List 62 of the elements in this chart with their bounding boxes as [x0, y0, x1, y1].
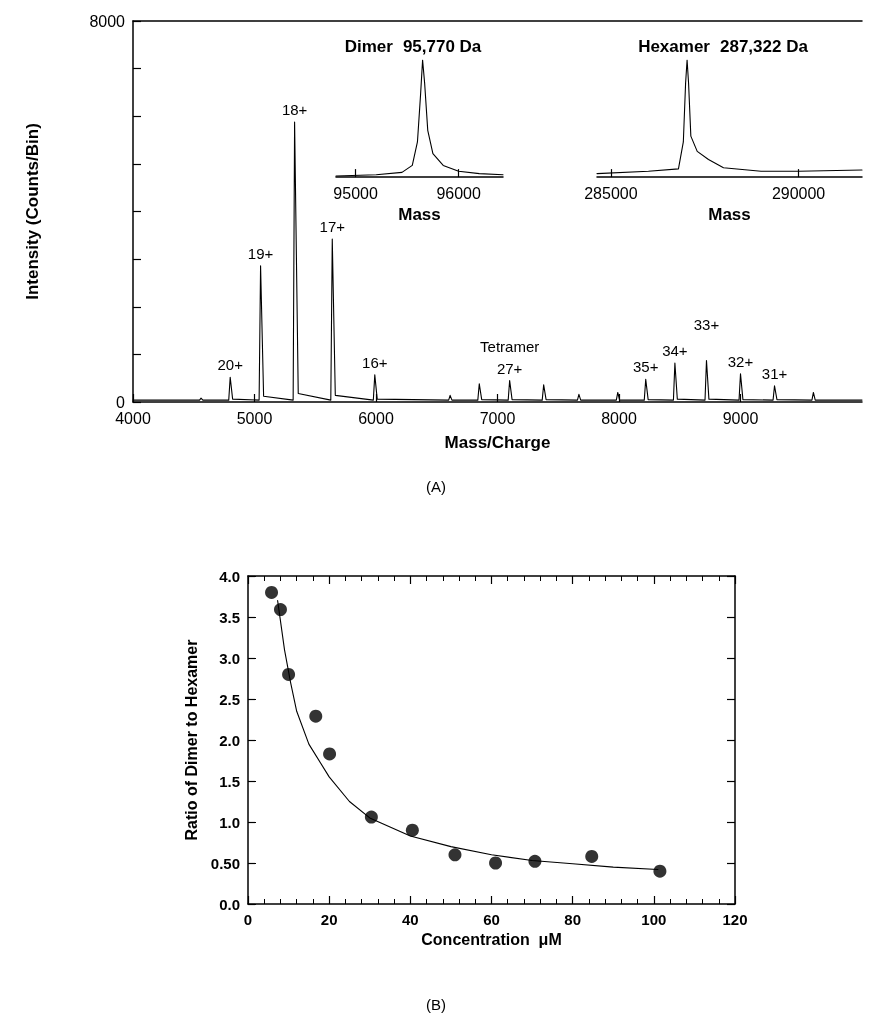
x-tick-label: 0 — [243, 911, 253, 928]
x-tick-label: 40 — [401, 911, 419, 928]
point — [405, 823, 419, 837]
annotation: 18+ — [281, 100, 308, 118]
y-tick-label: 1.0 — [219, 813, 240, 831]
x-axis-title: Mass/Charge — [444, 433, 551, 452]
x-tick-label: 5000 — [236, 409, 273, 427]
x-axis-title: Concentration μM — [421, 931, 562, 949]
y-tick-label: 2.0 — [219, 731, 240, 749]
point — [448, 848, 462, 862]
annotation: 33+ — [693, 315, 720, 333]
x-tick-label: 120 — [722, 911, 748, 928]
point — [653, 864, 667, 878]
x-tick-label: 285000 — [584, 184, 638, 202]
y-tick-label: 0.50 — [210, 854, 240, 872]
y-tick-label: 0.0 — [219, 895, 240, 913]
point — [273, 603, 287, 617]
annotation: 31+ — [761, 364, 788, 382]
y-axis-title: Ratio of Dimer to Hexamer — [183, 639, 201, 841]
x-tick-label: 96000 — [436, 184, 482, 202]
annotation: 17+ — [319, 218, 346, 236]
annotation: 34+ — [662, 341, 688, 359]
x-tick-label: 95000 — [333, 184, 378, 202]
chart-subtitle: 95,770 Da — [402, 36, 482, 56]
x-axis-title: Mass — [398, 205, 441, 224]
point — [528, 854, 542, 868]
y-tick-label: 3.0 — [219, 649, 240, 667]
point — [282, 667, 296, 681]
text: (A) — [426, 478, 446, 495]
x-tick-label: 60 — [483, 911, 500, 928]
x-axis-title: Mass — [708, 205, 751, 224]
point — [309, 709, 323, 723]
point — [585, 849, 599, 863]
annotation: 35+ — [633, 358, 659, 376]
x-tick-label: 20 — [320, 911, 338, 928]
annotation: 19+ — [247, 244, 274, 262]
x-tick-label: 4000 — [115, 409, 151, 427]
annotation: 16+ — [362, 353, 388, 371]
y-tick-label: 3.5 — [219, 608, 240, 626]
x-tick-label: 8000 — [601, 409, 637, 427]
chart-title: Dimer — [344, 36, 394, 56]
annotation: 27+ — [496, 359, 523, 377]
chart-title: Hexamer — [638, 36, 711, 56]
x-tick-label: 9000 — [722, 409, 759, 427]
x-tick-label: 290000 — [771, 184, 826, 202]
annotation: 32+ — [727, 352, 754, 370]
annotation: Tetramer — [480, 337, 540, 355]
point — [489, 856, 503, 870]
point — [323, 747, 337, 761]
y-axis-title: Intensity (Counts/Bin) — [23, 123, 42, 300]
annotation: 20+ — [217, 356, 244, 374]
chart-subtitle: 287,322 Da — [719, 36, 809, 56]
point — [364, 810, 378, 824]
text: (B) — [426, 996, 446, 1013]
y-tick-label: 2.5 — [219, 690, 240, 708]
y-tick-label: 4.0 — [219, 567, 240, 585]
x-tick-label: 100 — [641, 911, 667, 928]
y-tick-label: 1.5 — [219, 772, 240, 790]
x-tick-label: 6000 — [358, 409, 394, 427]
x-tick-label: 7000 — [479, 409, 516, 427]
x-tick-label: 80 — [564, 911, 582, 928]
point — [265, 585, 279, 599]
